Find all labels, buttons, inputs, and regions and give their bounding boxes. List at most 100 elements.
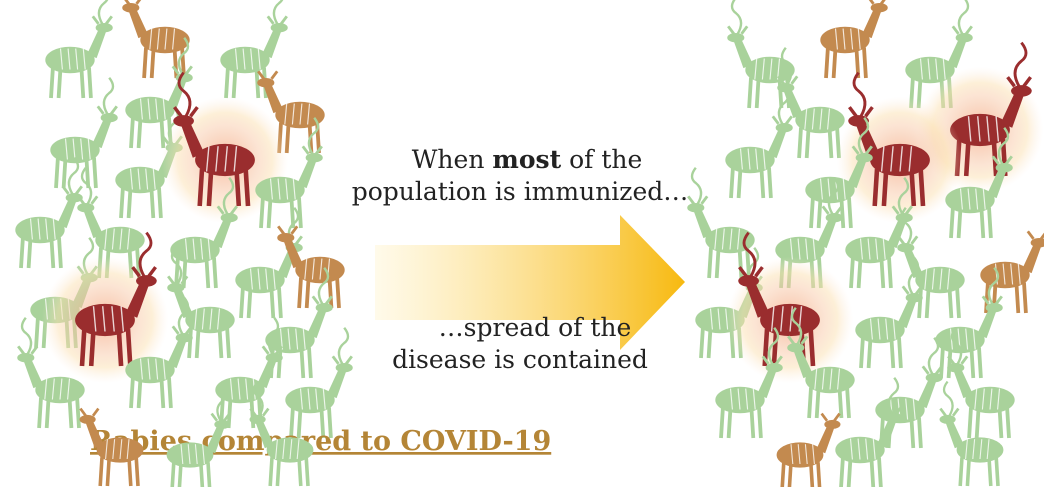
leg (139, 378, 141, 408)
leg (1024, 283, 1026, 313)
leg (789, 462, 791, 487)
leg (36, 318, 38, 348)
leg (234, 68, 236, 98)
leg (1000, 408, 1002, 438)
leg (89, 68, 91, 98)
leg (299, 278, 301, 308)
leg (249, 288, 251, 318)
leg (912, 169, 914, 206)
leg (859, 258, 861, 288)
leg (861, 338, 863, 368)
leg (740, 248, 742, 278)
leg (960, 457, 962, 486)
leg (184, 258, 186, 288)
head (986, 303, 1003, 313)
leg (70, 398, 72, 428)
leg (270, 457, 272, 486)
leg (39, 398, 41, 428)
kudu (897, 208, 964, 318)
leg (701, 328, 703, 358)
leg (749, 78, 751, 108)
leg (107, 457, 109, 486)
leg (709, 328, 711, 358)
head (996, 163, 1013, 173)
leg (91, 329, 93, 366)
head (266, 353, 283, 363)
leg (209, 169, 211, 206)
head (947, 363, 964, 373)
horns (339, 328, 348, 364)
leg (306, 457, 308, 486)
kudu (820, 0, 887, 78)
leg (47, 398, 49, 428)
leg (841, 458, 843, 487)
horns (929, 338, 938, 374)
neck (262, 30, 281, 59)
leg (849, 458, 851, 487)
leg (951, 208, 953, 238)
neck (307, 310, 326, 339)
leg (208, 462, 210, 487)
neck (947, 40, 966, 69)
horns (944, 382, 953, 416)
kudu (15, 158, 82, 268)
leg (826, 48, 828, 78)
leg (799, 128, 801, 158)
caption-bottom-line2: disease is contained (392, 345, 648, 374)
horns (732, 0, 741, 34)
leg (869, 338, 871, 368)
leg (919, 418, 921, 448)
leg (214, 258, 216, 288)
leg (847, 388, 849, 418)
leg (337, 278, 339, 308)
leg (811, 198, 813, 228)
caption-bottom-line1: …spread of the (439, 313, 632, 342)
kudu (835, 378, 902, 487)
leg (82, 329, 84, 366)
leg (172, 462, 174, 487)
leg (875, 169, 877, 206)
leg (731, 168, 733, 198)
leg (169, 378, 171, 408)
neck (1022, 245, 1041, 274)
leg (717, 248, 719, 278)
leg (977, 408, 979, 438)
leg (226, 68, 228, 98)
leg (197, 328, 199, 358)
leg (271, 288, 273, 318)
leg (989, 457, 991, 486)
caption-top-line2: population is immunized… (352, 177, 689, 206)
leg (309, 348, 311, 378)
leg (246, 169, 248, 206)
neck (917, 380, 936, 409)
head (897, 243, 914, 253)
leg (809, 388, 811, 418)
head (176, 333, 193, 343)
leg (159, 188, 161, 218)
head (17, 353, 34, 363)
leg (59, 68, 61, 98)
leg (729, 408, 731, 438)
leg (151, 188, 153, 218)
head (787, 343, 804, 353)
horns (99, 0, 108, 24)
leg (237, 169, 239, 206)
leg (759, 408, 761, 438)
head (316, 303, 333, 313)
leg (811, 462, 813, 487)
leg (269, 198, 271, 228)
leg (969, 408, 971, 438)
leg (131, 118, 133, 148)
leg (175, 48, 177, 78)
leg (144, 48, 146, 78)
leg (774, 329, 776, 366)
horns (1015, 43, 1026, 87)
head (856, 153, 873, 163)
head (214, 420, 230, 429)
leg (841, 198, 843, 228)
head (738, 275, 759, 287)
neck (24, 360, 43, 389)
neck (946, 421, 964, 448)
leg (830, 128, 832, 158)
head (776, 123, 793, 133)
